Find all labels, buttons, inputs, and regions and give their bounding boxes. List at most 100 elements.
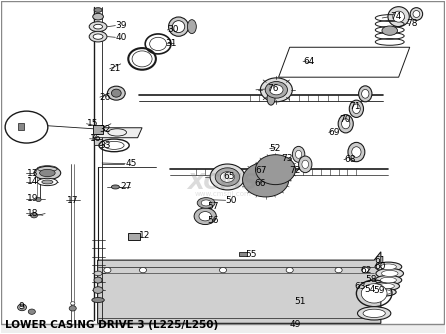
Bar — [128, 233, 140, 240]
Text: 19: 19 — [26, 194, 38, 203]
Ellipse shape — [194, 208, 216, 224]
Ellipse shape — [295, 150, 301, 158]
Ellipse shape — [112, 185, 120, 189]
Text: 66: 66 — [254, 179, 266, 188]
Ellipse shape — [34, 166, 61, 180]
Ellipse shape — [187, 20, 196, 34]
Text: 32: 32 — [99, 125, 111, 134]
Ellipse shape — [380, 277, 396, 283]
Circle shape — [70, 302, 75, 305]
Ellipse shape — [92, 298, 104, 303]
Polygon shape — [98, 252, 381, 323]
Text: 73: 73 — [281, 154, 292, 163]
Text: 12: 12 — [139, 231, 150, 240]
Ellipse shape — [93, 287, 103, 293]
Text: 72: 72 — [290, 166, 301, 175]
Text: 27: 27 — [121, 182, 132, 191]
Circle shape — [28, 309, 35, 314]
Ellipse shape — [260, 78, 293, 102]
Text: XCMS: XCMS — [188, 173, 258, 193]
Ellipse shape — [382, 26, 397, 35]
Circle shape — [362, 268, 369, 273]
Ellipse shape — [352, 147, 361, 157]
Ellipse shape — [379, 284, 394, 289]
Ellipse shape — [210, 164, 245, 190]
Text: 65: 65 — [223, 172, 235, 181]
Text: 74: 74 — [390, 12, 401, 21]
Text: 33: 33 — [99, 141, 111, 150]
Text: 45: 45 — [125, 159, 136, 168]
Bar — [18, 123, 24, 130]
Text: 52: 52 — [270, 144, 281, 153]
Ellipse shape — [338, 115, 353, 133]
Ellipse shape — [381, 271, 398, 277]
Circle shape — [69, 306, 76, 311]
Text: 62: 62 — [361, 266, 372, 275]
Ellipse shape — [393, 11, 405, 22]
Ellipse shape — [265, 81, 288, 98]
Ellipse shape — [37, 178, 58, 186]
Polygon shape — [93, 128, 142, 138]
Ellipse shape — [215, 168, 240, 186]
Ellipse shape — [359, 86, 372, 102]
Text: 54: 54 — [364, 285, 376, 294]
Text: 16: 16 — [90, 134, 101, 143]
Ellipse shape — [349, 100, 363, 118]
Ellipse shape — [388, 7, 409, 27]
Text: 26: 26 — [100, 93, 111, 102]
Text: 13: 13 — [26, 169, 38, 178]
Text: 51: 51 — [294, 297, 306, 306]
Ellipse shape — [358, 307, 391, 320]
Text: 30: 30 — [167, 25, 179, 34]
Ellipse shape — [362, 90, 369, 98]
Text: 40: 40 — [116, 33, 127, 42]
Text: 69: 69 — [329, 128, 340, 137]
Bar — [93, 126, 103, 134]
Ellipse shape — [363, 309, 385, 318]
Text: 21: 21 — [110, 64, 121, 73]
Ellipse shape — [375, 276, 402, 285]
Text: 76: 76 — [268, 85, 279, 93]
Circle shape — [17, 304, 26, 311]
Ellipse shape — [375, 262, 402, 272]
Text: 15: 15 — [87, 119, 98, 128]
Ellipse shape — [93, 34, 103, 39]
Text: 55: 55 — [245, 249, 257, 259]
Ellipse shape — [302, 160, 309, 168]
Circle shape — [36, 198, 41, 202]
Ellipse shape — [410, 8, 423, 20]
Ellipse shape — [107, 86, 125, 100]
Text: 18: 18 — [26, 209, 38, 218]
Text: 39: 39 — [116, 21, 127, 30]
Ellipse shape — [40, 169, 55, 177]
Text: 56: 56 — [207, 216, 219, 225]
Ellipse shape — [342, 119, 350, 129]
Text: 31: 31 — [165, 39, 177, 48]
Ellipse shape — [112, 89, 121, 97]
Ellipse shape — [172, 21, 185, 33]
Text: www.cmsnl.com: www.cmsnl.com — [194, 191, 252, 197]
Circle shape — [286, 268, 293, 273]
Ellipse shape — [372, 288, 396, 296]
Text: 57: 57 — [207, 202, 219, 211]
Ellipse shape — [94, 24, 103, 29]
Text: 63: 63 — [354, 282, 366, 291]
Text: LOWER CASING DRIVE 3 (L225/L250): LOWER CASING DRIVE 3 (L225/L250) — [5, 320, 219, 330]
Ellipse shape — [94, 8, 102, 12]
Ellipse shape — [380, 264, 396, 270]
Text: 50: 50 — [226, 196, 237, 205]
Ellipse shape — [298, 156, 312, 173]
Circle shape — [219, 268, 227, 273]
Text: 49: 49 — [290, 321, 301, 329]
Text: 14: 14 — [26, 177, 38, 186]
Text: 68: 68 — [344, 155, 355, 164]
Text: 58: 58 — [365, 275, 377, 284]
Ellipse shape — [361, 284, 387, 303]
Ellipse shape — [376, 290, 391, 295]
Ellipse shape — [104, 141, 124, 149]
Text: 9: 9 — [18, 302, 24, 311]
Ellipse shape — [150, 37, 166, 50]
Ellipse shape — [376, 269, 404, 279]
Circle shape — [30, 212, 37, 218]
Ellipse shape — [267, 92, 275, 105]
